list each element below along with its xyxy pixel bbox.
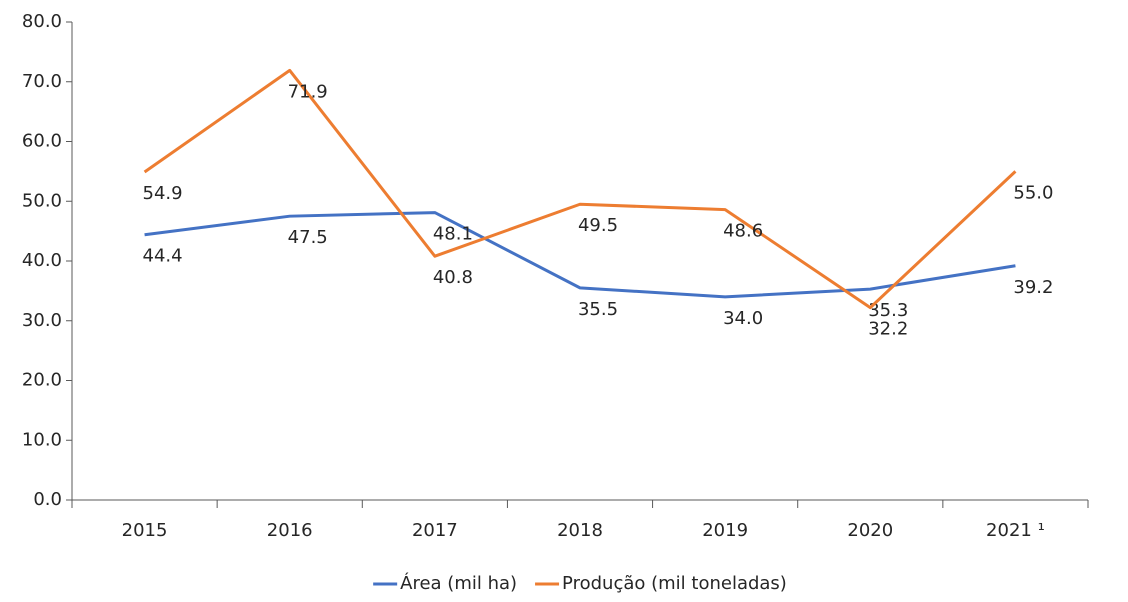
y-tick-label: 80.0: [22, 11, 62, 32]
y-tick-label: 70.0: [22, 71, 62, 92]
y-tick-label: 60.0: [22, 131, 62, 152]
y-tick-label: 20.0: [22, 370, 62, 391]
y-tick-label: 40.0: [22, 250, 62, 271]
data-label: 44.4: [143, 246, 183, 267]
x-tick-label: 2016: [267, 520, 313, 541]
x-tick-label: 2020: [847, 520, 893, 541]
legend-label: Área (mil ha): [400, 572, 517, 594]
y-tick-label: 30.0: [22, 310, 62, 331]
data-label: 34.0: [723, 308, 763, 329]
data-label: 55.0: [1013, 182, 1053, 203]
y-tick-label: 0.0: [33, 489, 62, 510]
x-tick-label: 2017: [412, 520, 458, 541]
data-label: 49.5: [578, 215, 618, 236]
legend-label: Produção (mil toneladas): [562, 573, 787, 594]
series-line: [143, 68, 1017, 310]
x-tick-label: 2019: [702, 520, 748, 541]
data-label: 71.9: [288, 81, 328, 102]
data-label: 54.9: [143, 183, 183, 204]
y-tick-label: 50.0: [22, 190, 62, 211]
data-label: 48.6: [723, 221, 763, 242]
legend: Área (mil ha) Produção (mil toneladas): [373, 572, 787, 594]
data-label: 32.2: [868, 319, 908, 340]
data-label: 35.5: [578, 299, 618, 320]
x-tick-label: 2018: [557, 520, 603, 541]
data-label: 39.2: [1013, 277, 1053, 298]
data-label: 47.5: [288, 227, 328, 248]
x-tick-label: 2021 ¹: [986, 520, 1045, 541]
y-tick-label: 10.0: [22, 429, 62, 450]
data-label: 48.1: [433, 224, 473, 245]
data-label: 35.3: [868, 300, 908, 321]
data-label: 40.8: [433, 267, 473, 288]
series-line: [144, 211, 1016, 299]
x-tick-label: 2015: [122, 520, 168, 541]
